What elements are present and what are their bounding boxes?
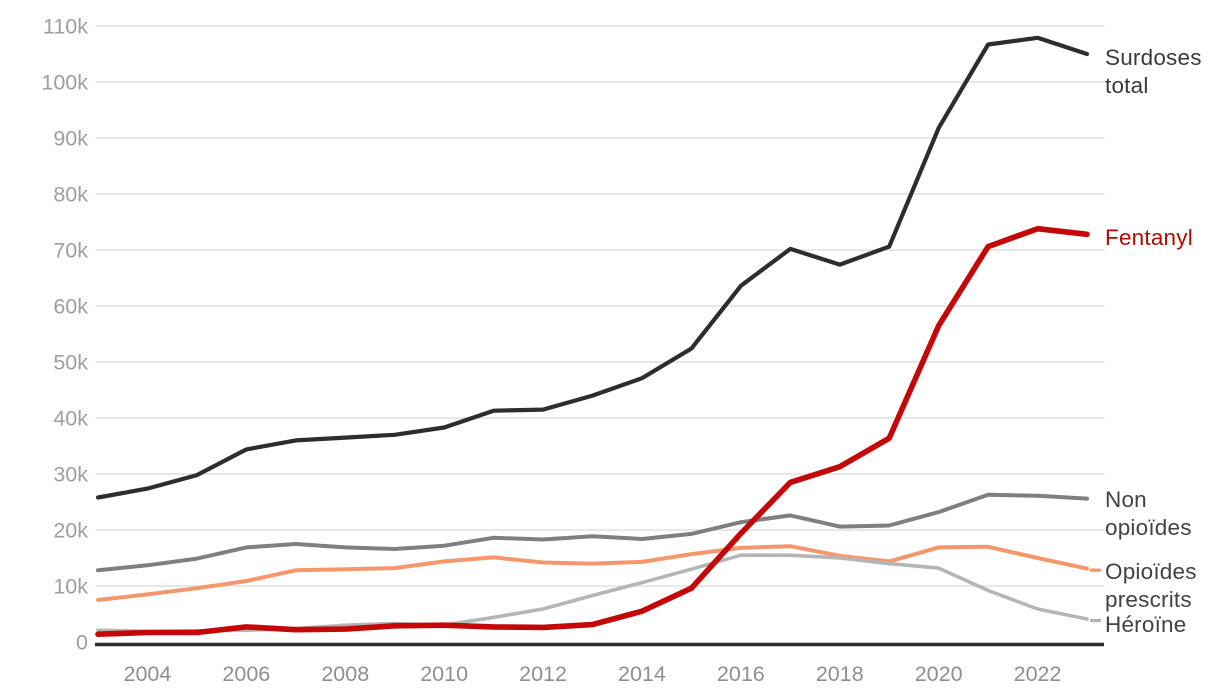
label-heroine: Héroïne <box>1105 611 1186 639</box>
label-line: Opioïdes <box>1105 559 1197 584</box>
x-tick-label-2022: 2022 <box>1014 662 1062 686</box>
label-line: total <box>1105 73 1149 98</box>
y-tick-label-10k: 10k <box>53 575 88 599</box>
label-line: Héroïne <box>1105 612 1187 637</box>
series-line-fentanyl <box>95 225 1090 638</box>
label-fentanyl: Fentanyl <box>1105 224 1193 252</box>
y-tick-label-50k: 50k <box>53 351 88 375</box>
x-tick-label-2014: 2014 <box>618 662 666 686</box>
label-surdoses-total: Surdoses total <box>1105 44 1202 100</box>
y-tick-label-90k: 90k <box>53 127 88 151</box>
y-tick-label-80k: 80k <box>53 183 88 207</box>
x-tick-label-2018: 2018 <box>816 662 864 686</box>
series-line-heroine <box>96 553 1089 634</box>
series-line-opioides-prescrits <box>96 544 1089 602</box>
y-tick-label-30k: 30k <box>53 463 88 487</box>
label-line: Fentanyl <box>1105 225 1193 250</box>
label-opioides-prescrits: Opioïdes prescrits <box>1105 558 1197 614</box>
label-line: prescrits <box>1105 587 1192 612</box>
label-non-opioides: Non opioïdes <box>1105 486 1192 542</box>
y-tick-label-60k: 60k <box>53 295 88 319</box>
label-line: Surdoses <box>1105 45 1202 70</box>
x-tick-label-2010: 2010 <box>420 662 468 686</box>
y-tick-label-0: 0 <box>76 631 88 655</box>
x-tick-label-2012: 2012 <box>519 662 567 686</box>
y-tick-label-40k: 40k <box>53 407 88 431</box>
y-tick-label-70k: 70k <box>53 239 88 263</box>
x-tick-label-2016: 2016 <box>717 662 765 686</box>
y-tick-label-100k: 100k <box>41 71 88 95</box>
series-line-surdoses-total <box>95 35 1090 500</box>
series-line-non-opioides <box>96 492 1089 573</box>
x-tick-label-2020: 2020 <box>915 662 963 686</box>
label-line: Non <box>1105 487 1147 512</box>
y-tick-label-110k: 110k <box>43 15 88 39</box>
y-tick-label-20k: 20k <box>53 519 88 543</box>
x-tick-label-2004: 2004 <box>124 662 172 686</box>
label-line: opioïdes <box>1105 515 1192 540</box>
x-tick-label-2006: 2006 <box>222 662 270 686</box>
x-tick-label-2008: 2008 <box>321 662 369 686</box>
